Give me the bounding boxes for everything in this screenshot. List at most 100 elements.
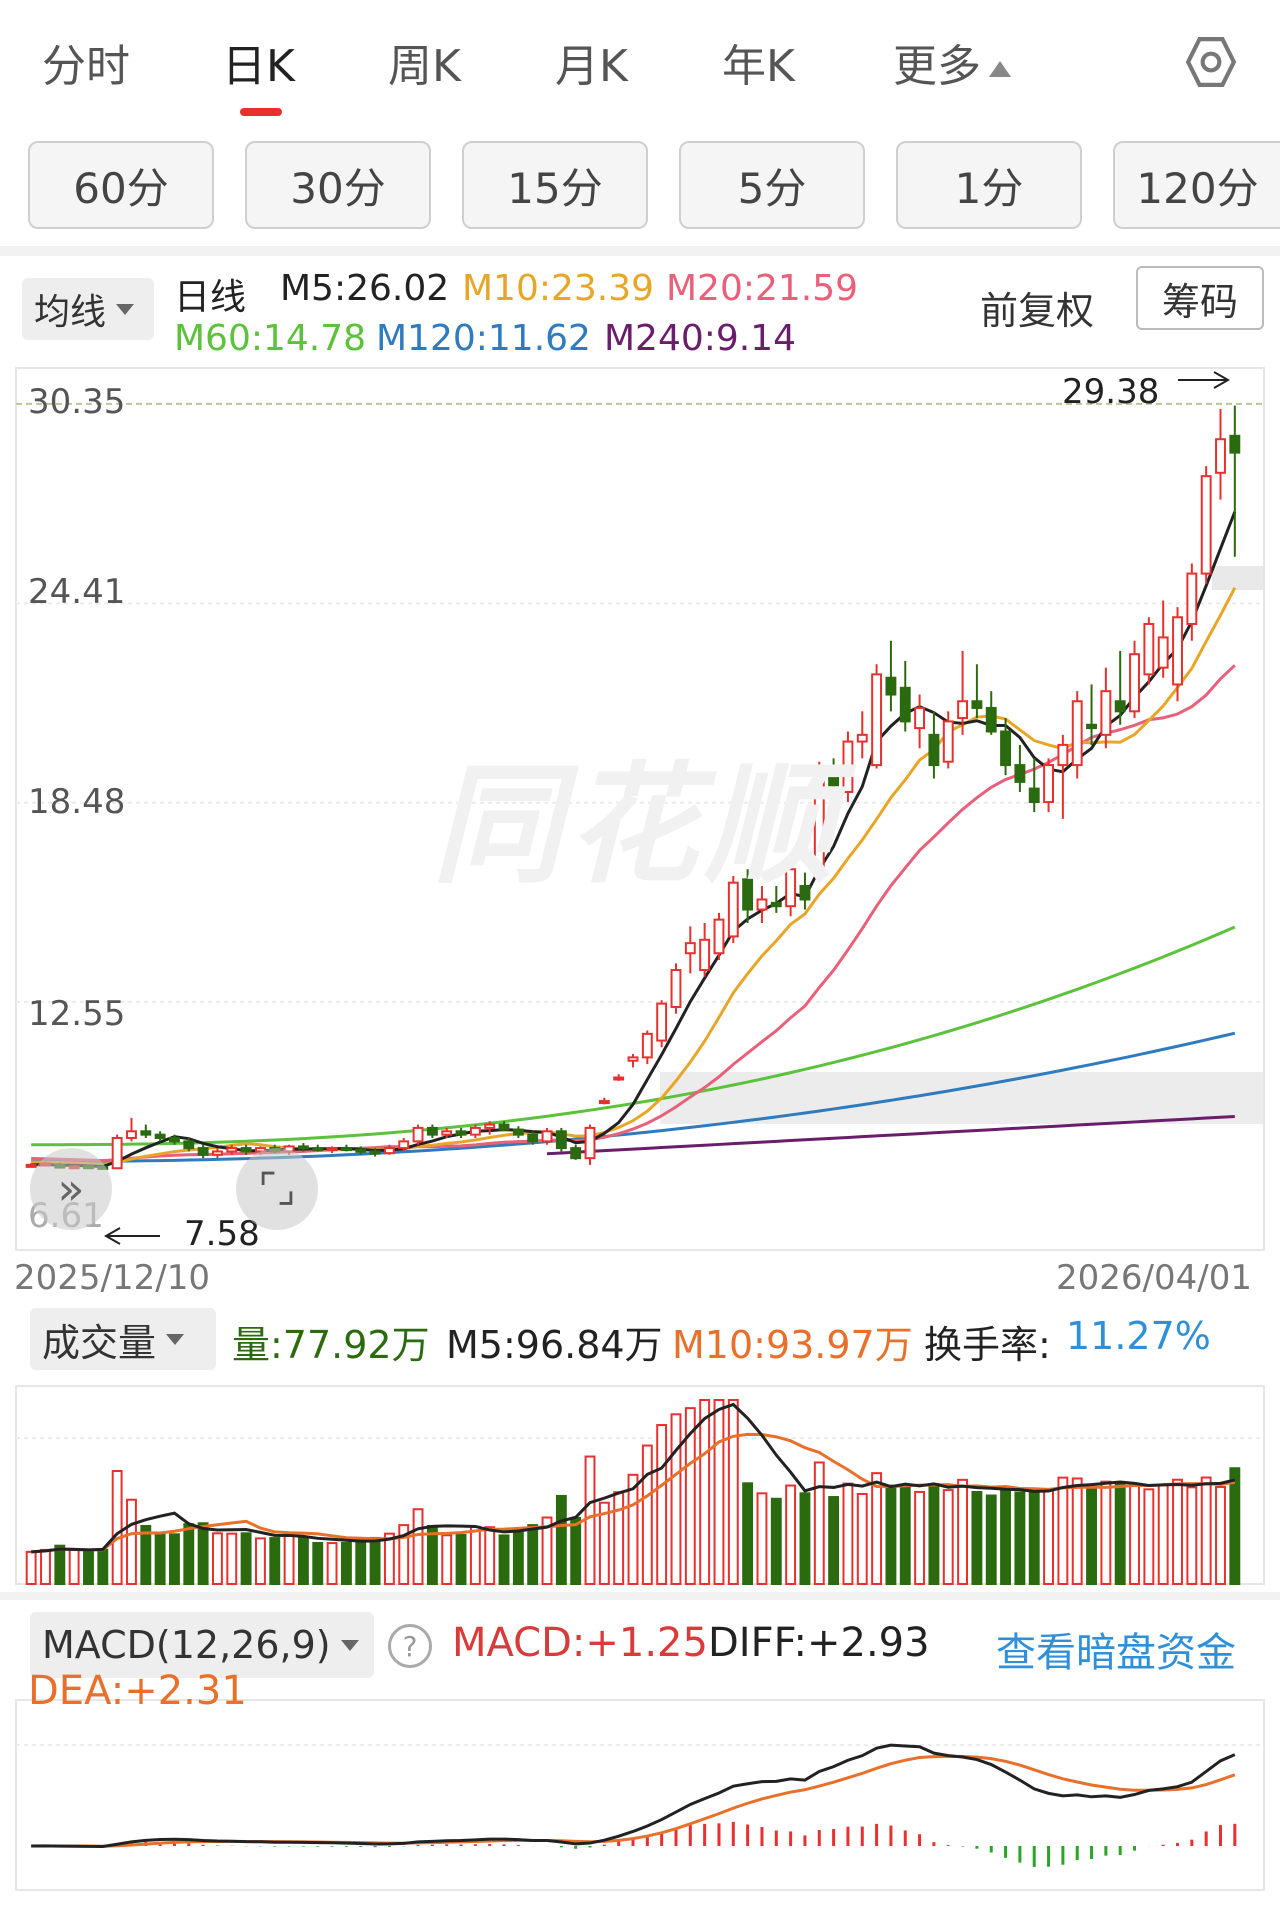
candle-body <box>1086 723 1097 730</box>
period-1m-button[interactable]: 1分 <box>896 141 1082 229</box>
candle-body <box>785 868 797 908</box>
volume-bar <box>169 1533 180 1585</box>
volume-dropdown[interactable]: 成交量 <box>30 1308 216 1370</box>
tab-more[interactable]: 更多 <box>893 30 1011 94</box>
volume-bar <box>455 1533 467 1586</box>
candle-body <box>1100 690 1112 736</box>
candle-body <box>1186 572 1198 625</box>
price-tick-label: 30.35 <box>28 382 126 422</box>
volume-bar <box>25 1550 37 1586</box>
volume-bar <box>1071 1477 1083 1586</box>
macd-dropdown[interactable]: MACD(12,26,9) <box>30 1612 374 1678</box>
candle-body <box>899 686 911 723</box>
volume-bar <box>369 1536 381 1586</box>
volume-bar <box>312 1541 324 1585</box>
volume-bar <box>83 1550 94 1585</box>
candle-body <box>871 673 883 767</box>
candle-body <box>169 1137 180 1143</box>
tab-yearly-k[interactable]: 年K <box>722 41 795 92</box>
candle-body <box>756 898 768 911</box>
candle-body <box>383 1147 395 1155</box>
candle-body <box>770 901 782 908</box>
candle-body <box>598 1100 610 1105</box>
volume-bar <box>1215 1485 1226 1586</box>
candle-body <box>1143 622 1155 676</box>
volume-bar <box>512 1529 524 1586</box>
candle-body <box>670 969 682 1008</box>
ma20-value: M20:21.59 <box>666 268 859 309</box>
watermark: 同花顺 <box>432 749 841 901</box>
candle-body <box>183 1140 195 1150</box>
price-adjust-selector[interactable]: 前复权 <box>980 289 1095 333</box>
volume-bar <box>269 1537 281 1585</box>
tab-time-sharing[interactable]: 分时 <box>42 41 130 92</box>
period-30m-button[interactable]: 30分 <box>245 141 431 229</box>
turnover-value: 11.27% <box>1066 1314 1211 1358</box>
volume-bar <box>627 1473 639 1586</box>
candle-body <box>699 938 711 972</box>
volume-bar <box>283 1532 295 1586</box>
volume-bar <box>1057 1476 1069 1586</box>
volume-bar <box>971 1490 983 1586</box>
volume-bar <box>670 1413 682 1586</box>
candle-body <box>126 1130 137 1140</box>
candle-body <box>111 1137 123 1170</box>
collapse-left-icon[interactable]: » <box>30 1148 112 1230</box>
volume-bar <box>1028 1487 1040 1586</box>
candle-body <box>742 878 754 911</box>
tab-weekly-k[interactable]: 周K <box>388 41 461 92</box>
volume-bar <box>1186 1486 1198 1586</box>
volume-bar <box>441 1534 453 1586</box>
candle-body <box>1229 434 1241 454</box>
candle-body <box>1057 743 1069 767</box>
volume-bar <box>68 1548 80 1586</box>
price-tick-label: 12.55 <box>28 994 126 1034</box>
volume-bar <box>871 1472 883 1585</box>
chip-distribution-button[interactable]: 筹码 <box>1136 266 1264 330</box>
volume-bar <box>398 1524 410 1585</box>
fullscreen-icon[interactable]: ⌜⌟ <box>236 1148 318 1230</box>
candle-body <box>713 918 725 955</box>
macd-value: MACD:+1.25 <box>452 1620 708 1666</box>
ma120-line <box>31 1031 1236 1164</box>
settings-hexagon-icon[interactable] <box>1185 36 1237 88</box>
chevron-down-icon <box>166 1333 185 1345</box>
volume-bar <box>942 1489 954 1585</box>
ma-dropdown[interactable]: 均线 <box>22 278 154 340</box>
volume-bar <box>727 1399 739 1585</box>
volume-bar <box>40 1548 51 1585</box>
volume-bar <box>584 1455 596 1586</box>
price-gap-band <box>1212 566 1264 590</box>
volume-bar <box>957 1478 969 1585</box>
volume-bar <box>240 1532 252 1585</box>
volume-bar <box>469 1525 481 1585</box>
help-icon[interactable]: ? <box>388 1624 432 1668</box>
volume-bar <box>813 1461 825 1586</box>
high-price-annotation: 29.38 <box>1062 372 1160 412</box>
volume-bar <box>828 1496 840 1585</box>
tab-daily-k[interactable]: 日K <box>222 41 295 92</box>
ma5-value: M5:26.02 <box>280 268 450 309</box>
dark-pool-link[interactable]: 查看暗盘资金 <box>996 1630 1236 1676</box>
candle-body <box>799 885 811 901</box>
ma60-value: M60:14.78 <box>174 318 367 359</box>
volume-bar <box>885 1484 897 1586</box>
candle-body <box>527 1133 539 1143</box>
volume-bar <box>197 1522 209 1586</box>
ma-dropdown-label: 均线 <box>34 292 107 333</box>
ma240-value: M240:9.14 <box>604 318 797 359</box>
period-5m-button[interactable]: 5分 <box>679 141 865 229</box>
volume-bar <box>842 1482 854 1586</box>
tab-monthly-k[interactable]: 月K <box>555 41 628 92</box>
volume-bar <box>355 1537 367 1585</box>
candle-body <box>240 1147 252 1153</box>
volume-m5: M5:96.84万 <box>446 1323 663 1367</box>
period-15m-button[interactable]: 15分 <box>462 141 648 229</box>
candle-body <box>828 774 840 787</box>
volume-bar <box>656 1424 668 1586</box>
candle-body <box>684 942 696 955</box>
volume-m5-line <box>31 1402 1236 1554</box>
period-120m-button[interactable]: 120分 <box>1113 141 1280 229</box>
period-60m-button[interactable]: 60分 <box>28 141 214 229</box>
